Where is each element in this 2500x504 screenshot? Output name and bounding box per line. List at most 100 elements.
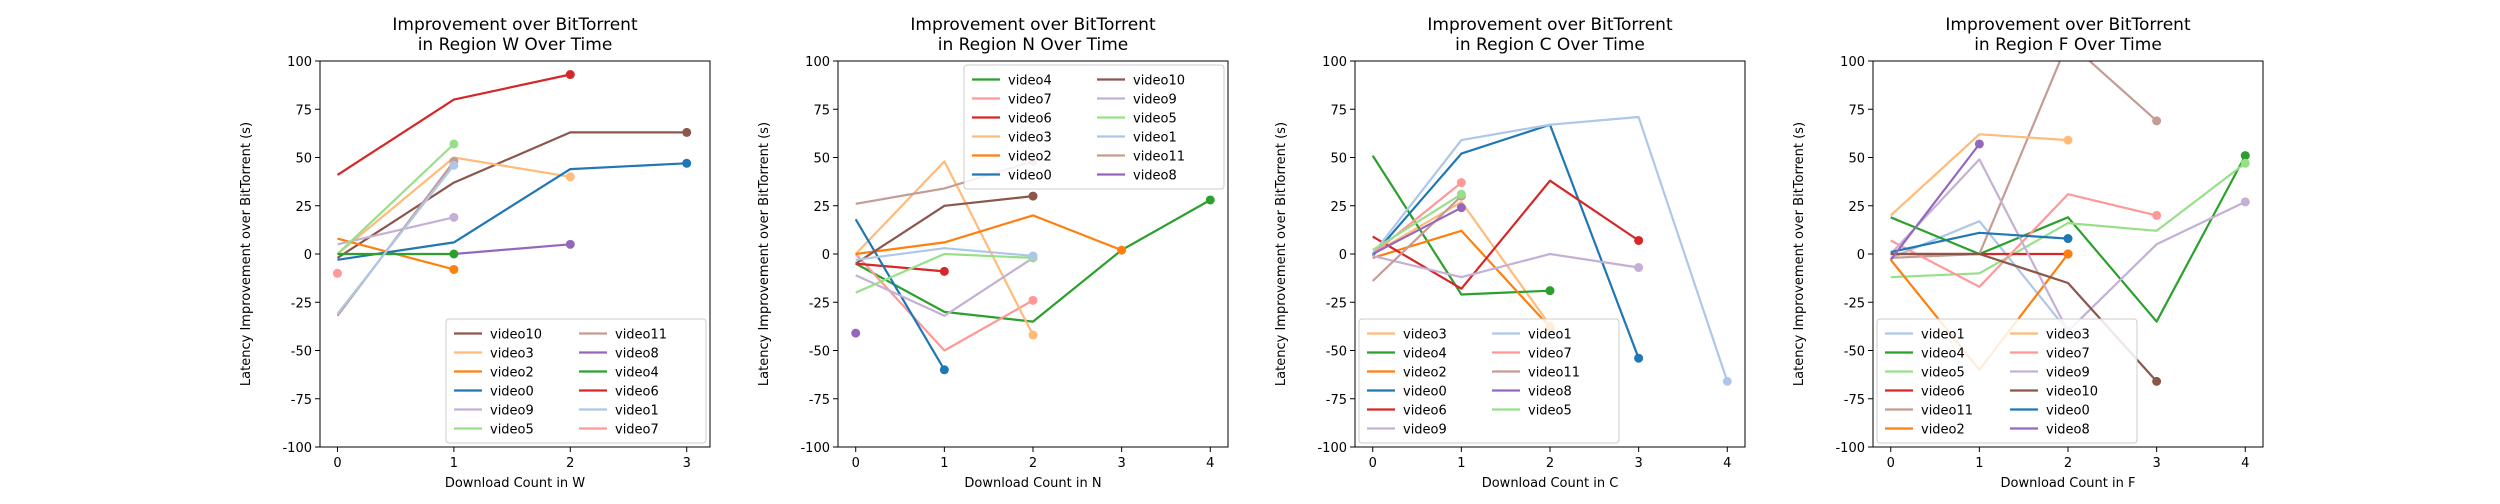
series-group (851, 156, 1215, 375)
series-point-video5 (449, 139, 459, 149)
legend-label-video2: video2 (1921, 423, 1965, 438)
y-tick-label: -25 (1326, 296, 1347, 311)
series-point-video3 (2063, 135, 2073, 145)
y-tick-label: -50 (809, 345, 830, 360)
legend-label-video4: video4 (1008, 74, 1052, 89)
legend-label-video5: video5 (1133, 112, 1177, 127)
y-tick-label: -75 (1844, 393, 1865, 408)
series-line-video5 (855, 252, 1034, 294)
x-tick-label: 1 (1975, 456, 1983, 471)
legend-label-video3: video3 (1403, 328, 1447, 343)
legend-label-video10: video10 (2046, 385, 2098, 400)
series-line-video5 (1890, 162, 2246, 279)
series-line-video5 (1372, 193, 1462, 252)
chart-title-line: Improvement over BitTorrent (392, 15, 638, 35)
chart-title-line: in Region N Over Time (938, 35, 1129, 55)
legend-label-video7: video7 (2046, 347, 2090, 362)
series-point-video2 (1117, 245, 1127, 255)
legend-label-video8: video8 (2046, 423, 2090, 438)
legend-label-video6: video6 (1403, 404, 1447, 419)
x-tick-label: 0 (333, 456, 341, 471)
legend-label-video2: video2 (490, 366, 534, 381)
y-axis-label: Latency Improvement over BitTorrent (s) (1792, 122, 1807, 386)
plot-frame (1354, 60, 1746, 448)
y-tick-label: -50 (1326, 345, 1347, 360)
series-group (1371, 115, 1732, 386)
series-point-video7 (2152, 210, 2162, 220)
series-point-video4 (449, 249, 459, 259)
x-axis-label: Download Count in N (964, 476, 1101, 491)
x-tick-label: 0 (1887, 456, 1895, 471)
series-line-video1 (1371, 115, 1729, 382)
y-tick-label: 50 (813, 152, 830, 167)
legend-label-video0: video0 (490, 385, 534, 400)
x-tick-label: 4 (1723, 456, 1731, 471)
legend-label-video10: video10 (490, 328, 542, 343)
y-tick-label: -50 (1844, 345, 1865, 360)
series-line-video8 (453, 243, 571, 256)
x-tick-label: 3 (683, 456, 691, 471)
series-point-video7 (1456, 178, 1466, 188)
series-line-video9 (337, 216, 455, 246)
series-point-video7 (332, 268, 342, 278)
legend-label-video1: video1 (615, 404, 659, 419)
legend-label-video10: video10 (1133, 74, 1185, 89)
plot-frame (837, 60, 1229, 448)
x-axis-label: Download Count in C (1482, 476, 1619, 491)
chart-title-line: Improvement over BitTorrent (910, 15, 1156, 35)
series-point-video1 (1722, 376, 1732, 386)
series-line-video4 (1371, 155, 1551, 296)
series-point-video3 (1028, 330, 1038, 340)
legend-label-video1: video1 (1921, 328, 1965, 343)
legend-label-video9: video9 (2046, 366, 2090, 381)
legend: video10 video11 video3 video8 video2 video4 vi… (445, 318, 707, 444)
series-line-video2 (855, 214, 1123, 256)
legend-label-video7: video7 (1528, 347, 1572, 362)
series-point-video8 (1456, 203, 1466, 213)
legend-label-video4: video4 (615, 366, 659, 381)
legend-label-video4: video4 (1921, 347, 1965, 362)
y-tick-label: 0 (822, 248, 830, 263)
legend-label-video11: video11 (1528, 366, 1580, 381)
series-line-video3 (336, 156, 571, 255)
series-point-video1 (449, 160, 459, 170)
legend-box (1358, 318, 1620, 444)
legend-label-video9: video9 (490, 404, 534, 419)
series-point-video2 (2063, 249, 2073, 259)
legend-label-video6: video6 (1921, 385, 1965, 400)
legend-label-video6: video6 (1008, 112, 1052, 127)
series-point-video2 (449, 264, 459, 274)
y-tick-label: 25 (1330, 200, 1347, 215)
chart-title-line: in Region C Over Time (1455, 35, 1645, 55)
legend-label-video9: video9 (1403, 423, 1447, 438)
x-tick-label: 2 (2064, 456, 2072, 471)
y-axis-label: Latency Improvement over BitTorrent (s) (239, 122, 254, 386)
series-line-video0 (1890, 231, 2069, 254)
series-point-video10 (1028, 191, 1038, 201)
series-point-video10 (2152, 376, 2162, 386)
legend-box (1876, 318, 2138, 444)
series-point-video11 (2152, 116, 2162, 126)
legend-label-video8: video8 (1528, 385, 1572, 400)
chart-title-line: Improvement over BitTorrent (1427, 15, 1673, 35)
plot-frame (1872, 60, 2264, 448)
y-tick-label: 50 (1330, 152, 1347, 167)
series-line-video11 (1371, 195, 1463, 282)
x-tick-label: 0 (852, 456, 860, 471)
series-point-video9 (2240, 197, 2250, 207)
series-point-video3 (565, 172, 575, 182)
chart-title-line: Improvement over BitTorrent (1945, 15, 2191, 35)
y-tick-label: -100 (800, 441, 830, 456)
series-point-video9 (1634, 263, 1644, 273)
series-line-video6 (336, 73, 571, 176)
legend-label-video7: video7 (1008, 93, 1052, 108)
series-line-video7 (854, 253, 1034, 352)
y-axis-label: Latency Improvement over BitTorrent (s) (1274, 122, 1289, 386)
series-point-video8 (851, 328, 861, 338)
series-line-video2 (1372, 229, 1551, 329)
legend-box (445, 318, 707, 444)
y-tick-label: -75 (1326, 393, 1347, 408)
